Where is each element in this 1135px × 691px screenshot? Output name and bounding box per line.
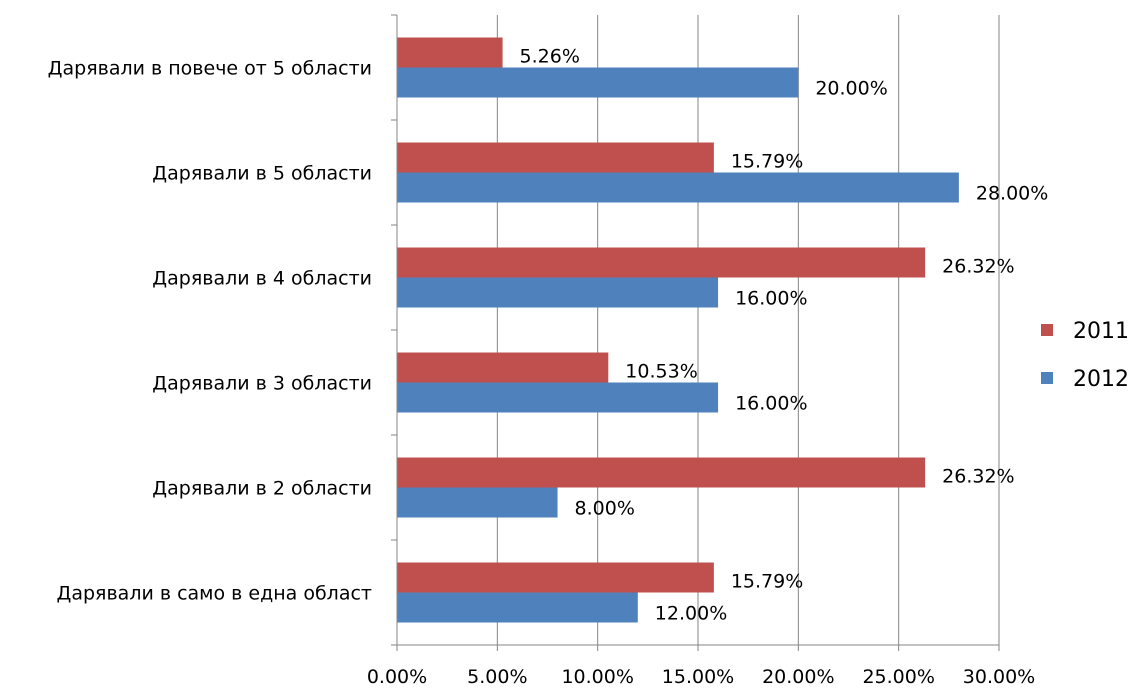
- data-label-2012: 28.00%: [976, 183, 1048, 205]
- category-label: Дарявали в само в една област: [57, 583, 373, 605]
- bar-2011: [397, 37, 503, 68]
- bar-2012: [397, 277, 719, 308]
- category-label: Дарявали в 4 области: [152, 268, 372, 290]
- data-label-2012: 20.00%: [815, 78, 887, 100]
- legend-swatch-2012: [1041, 372, 1053, 384]
- bar-2012: [397, 487, 558, 518]
- data-label-2011: 5.26%: [520, 46, 580, 68]
- bar-2011: [397, 562, 714, 593]
- x-tick-label: 30.00%: [963, 666, 1035, 688]
- bar-2012: [397, 172, 959, 203]
- data-label-2012: 16.00%: [735, 393, 807, 415]
- data-label-2011: 15.79%: [731, 151, 803, 173]
- bar-2011: [397, 457, 926, 488]
- category-label: Дарявали в повече от 5 области: [48, 58, 372, 80]
- bar-2012: [397, 592, 638, 623]
- category-label: Дарявали в 2 области: [152, 478, 372, 500]
- bar-2011: [397, 352, 609, 383]
- bar-2012: [397, 67, 799, 98]
- data-label-2012: 8.00%: [575, 498, 635, 520]
- axes: [391, 14, 1000, 651]
- labels: 0.00% 5.00% 10.00% 15.00% 20.00% 25.00% 30.00%…: [48, 46, 1049, 689]
- bar-2011: [397, 247, 926, 278]
- bar-2012: [397, 382, 719, 413]
- data-label-2011: 26.32%: [942, 256, 1014, 278]
- bar-2011: [397, 142, 714, 173]
- gridlines: [496, 15, 1000, 645]
- x-tick-label: 10.00%: [561, 666, 633, 688]
- x-tick-label: 0.00%: [367, 666, 427, 688]
- x-tick-label: 20.00%: [762, 666, 834, 688]
- x-tick-label: 25.00%: [862, 666, 934, 688]
- x-tick-label: 5.00%: [467, 666, 527, 688]
- category-label: Дарявали в 3 области: [152, 373, 372, 395]
- data-label-2011: 10.53%: [625, 361, 697, 383]
- data-label-2011: 15.79%: [731, 571, 803, 593]
- legend-label-2012: 2012: [1073, 367, 1129, 392]
- legend: 2011 2012: [1041, 319, 1129, 392]
- bars: [397, 37, 959, 623]
- category-label: Дарявали в 5 области: [152, 163, 372, 185]
- data-label-2012: 12.00%: [655, 603, 727, 625]
- data-label-2012: 16.00%: [735, 288, 807, 310]
- legend-swatch-2011: [1041, 324, 1053, 336]
- legend-label-2011: 2011: [1073, 319, 1129, 344]
- x-tick-label: 15.00%: [662, 666, 734, 688]
- data-label-2011: 26.32%: [942, 466, 1014, 488]
